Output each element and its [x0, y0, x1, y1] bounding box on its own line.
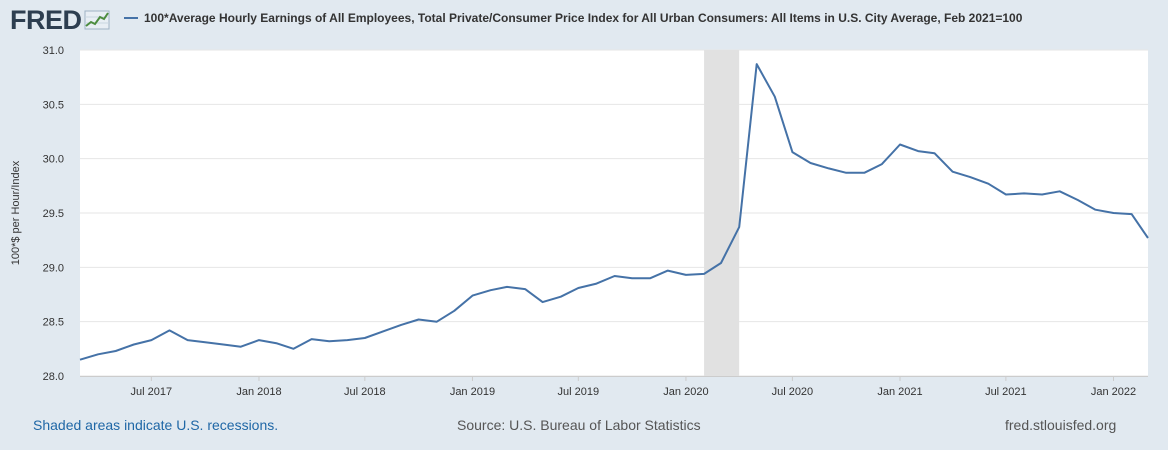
fred-logo[interactable]: FRED [10, 5, 110, 35]
series-lines [79, 63, 1149, 361]
y-tick-label: 28.0 [43, 371, 64, 383]
y-tick-label: 29.0 [43, 262, 64, 274]
x-tick-label: Jul 2018 [344, 386, 386, 398]
y-axis-title: 100*$ per Hour/Index [10, 160, 22, 266]
x-tick-label: Jul 2021 [985, 386, 1027, 398]
x-tick-label: Jul 2020 [772, 386, 814, 398]
x-tick-label: Jan 2020 [663, 386, 708, 398]
x-tick-label: Jul 2019 [558, 386, 600, 398]
x-tick-label: Jan 2018 [236, 386, 281, 398]
y-tick-label: 30.5 [43, 99, 64, 111]
x-tick-label: Jan 2021 [877, 386, 922, 398]
y-tick-label: 29.5 [43, 208, 64, 220]
x-tick-label: Jan 2019 [450, 386, 495, 398]
legend-swatch [124, 17, 138, 19]
y-tick-label: 28.5 [43, 317, 64, 329]
x-tick-label: Jan 2022 [1091, 386, 1136, 398]
recession-shading [704, 50, 740, 376]
fred-logo-text: FRED [10, 5, 82, 35]
source-note: Source: U.S. Bureau of Labor Statistics [457, 417, 701, 433]
x-tick-label: Jul 2017 [131, 386, 173, 398]
recession-band [704, 50, 740, 376]
y-tick-label: 31.0 [43, 45, 64, 57]
chart-legend: 100*Average Hourly Earnings of All Emplo… [124, 11, 1022, 25]
legend-label: 100*Average Hourly Earnings of All Emplo… [144, 11, 1023, 25]
recession-note: Shaded areas indicate U.S. recessions. [33, 417, 279, 433]
axes: 28.0 28.5 29.0 29.5 30.0 30.5 31.0 Jul 2017 Jan … [43, 45, 1148, 398]
chart-header: FRED 100*Average Hourly Earnings of All … [0, 0, 1168, 40]
site-url[interactable]: fred.stlouisfed.org [1005, 417, 1117, 433]
series-line [79, 63, 1149, 361]
line-graph-icon [84, 10, 109, 30]
y-tick-label: 30.0 [43, 154, 64, 166]
grid-lines [80, 49, 1148, 377]
